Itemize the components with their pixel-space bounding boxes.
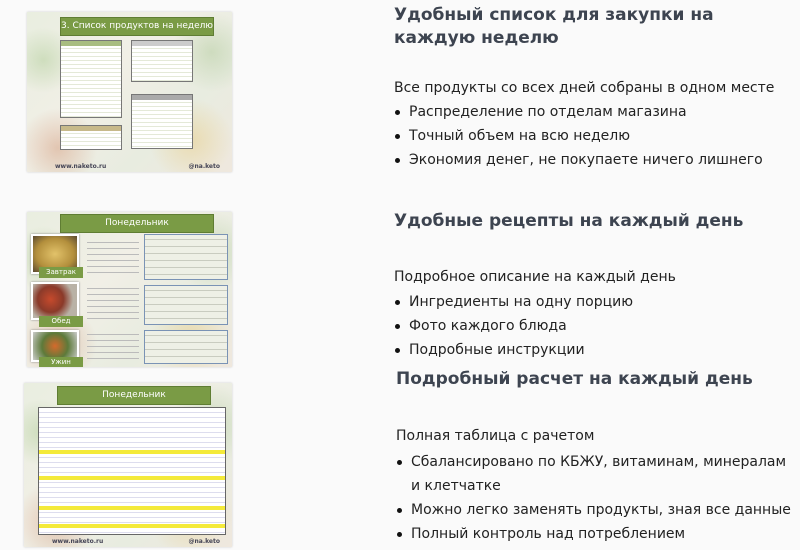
nutrition-table [38,407,226,535]
recipes-preview-image: Понедельник Завтрак Обед Ужин [27,212,232,367]
section-title: Удобный список для закупки на каждую нед… [394,5,714,48]
feature-list: Сбалансировано по КБЖУ, витаминам, минер… [397,450,792,546]
list-item: Фото каждого блюда [395,314,633,338]
feature-list: Ингредиенты на одну порцию Фото каждого … [395,290,633,362]
table [60,40,122,118]
recipe-instructions [144,234,228,280]
list-item: Ингредиенты на одну порцию [395,290,633,314]
list-item: Сбалансировано по КБЖУ, витаминам, минер… [397,450,792,498]
list-item: Распределение по отделам магазина [395,100,763,124]
footer-site: www.naketo.ru [55,163,107,170]
shopping-list-preview-image: 3. Список продуктов на неделю www.naketo… [27,12,232,172]
table [131,94,193,149]
nutrition-table-preview-image: Понедельник www.naketo.ru @na.keto [24,383,232,547]
meal-label: Завтрак [39,267,83,278]
lunch-photo [31,282,79,320]
meal-label: Ужин [39,357,83,367]
recipe-instructions [144,330,228,364]
recipe-instructions [144,285,228,325]
section-intro: Подробное описание на каждый день [394,269,676,285]
slide-title: Понедельник [60,214,214,233]
section-intro: Полная таблица с рачетом [396,428,595,444]
recipe-ingredients [87,238,139,278]
feature-list: Распределение по отделам магазина Точный… [395,100,763,172]
list-item: Экономия денег, не покупаете ничего лишн… [395,148,763,172]
footer-site: www.naketo.ru [52,538,104,545]
list-item: Подробные инструкции [395,338,633,362]
recipe-ingredients [87,284,139,324]
section-title: Подробный расчет на каждый день [396,369,753,389]
section-title: Удобные рецепты на каждый день [394,211,744,231]
slide-title: 3. Список продуктов на неделю [60,17,214,36]
list-item: Можно легко заменять продукты, зная все … [397,498,792,522]
slide-title: Понедельник [57,386,211,405]
footer-handle: @na.keto [188,538,221,545]
list-item: Точный объем на всю неделю [395,124,763,148]
footer-handle: @na.keto [188,163,221,170]
table [60,125,122,150]
meal-label: Обед [39,316,83,327]
dinner-photo [31,330,79,362]
list-item: Полный контроль над потреблением [397,522,792,546]
table [131,40,193,82]
section-intro: Все продукты со всех дней собраны в одно… [394,80,775,96]
recipe-ingredients [87,330,139,364]
